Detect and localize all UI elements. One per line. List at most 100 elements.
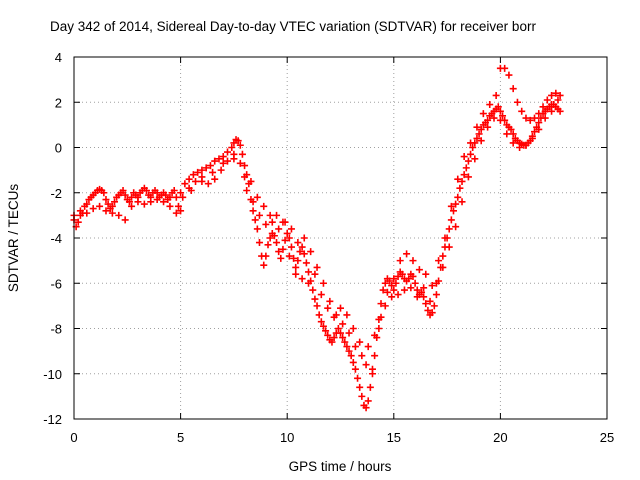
data-point [403,250,411,258]
data-point [147,198,155,206]
data-point [253,193,261,201]
data-point [249,207,257,215]
data-point [469,144,477,151]
x-tick-label: 20 [493,430,507,445]
data-point [170,186,178,194]
data-point [194,168,202,176]
data-point [177,207,185,215]
data-point [543,96,551,104]
data-point [364,343,372,351]
data-point [364,397,372,405]
data-point [337,304,344,312]
data-point [499,112,507,120]
data-point [311,295,319,303]
data-point [501,64,509,72]
data-point [251,216,259,224]
data-point [100,189,108,197]
data-point [277,254,285,262]
data-point [189,171,197,179]
y-tick-labels: 4 2 0 -2 -4 -6 -8 -10 -12 [43,50,62,427]
data-point [398,270,406,278]
data-point [366,383,374,391]
data-point [347,352,355,360]
data-point [330,313,338,321]
data-point [172,193,180,201]
data-point [452,200,460,208]
data-point [528,134,536,142]
data-point [262,252,270,260]
data-point [531,128,539,136]
data-point [330,334,338,342]
data-point [339,320,347,328]
data-point [253,225,261,233]
data-point [354,374,362,382]
data-point [198,173,206,181]
data-point [294,257,302,265]
data-point [209,168,217,176]
data-point [174,202,182,210]
data-point [307,248,315,256]
data-point [418,288,426,296]
data-point [479,110,487,118]
data-point [496,107,504,115]
data-point [516,144,524,151]
data-point [204,180,212,188]
data-point [345,329,353,337]
data-point [121,191,129,199]
data-point [125,198,133,206]
data-point [541,114,549,122]
data-point [420,284,428,292]
data-point [177,189,185,197]
data-point [279,245,287,253]
data-point [394,291,402,299]
data-point [224,157,232,165]
data-point [279,218,287,226]
data-point [319,279,327,287]
data-point [287,243,295,251]
data-point [409,272,417,280]
data-point [198,166,206,174]
data-point [386,277,394,285]
data-point [89,205,97,213]
data-point [422,300,430,308]
data-point [349,358,357,366]
data-point [300,250,308,258]
data-point [424,306,432,314]
data-point [230,155,238,163]
chart-title: Day 342 of 2014, Sidereal Day-to-day VTE… [50,19,536,34]
data-point [415,266,423,274]
data-point [473,123,481,131]
data-point [102,207,110,215]
data-point [339,334,347,342]
data-point [388,293,396,301]
data-point [111,198,119,206]
data-point [492,91,500,99]
data-point [305,268,313,276]
data-point [298,275,306,283]
data-point [83,209,91,217]
data-point [379,286,387,294]
data-point [270,232,278,240]
data-point [292,270,300,278]
data-point [522,114,530,122]
data-point [317,291,325,299]
data-point [309,286,317,294]
data-point [486,101,494,109]
data-point [522,141,530,149]
data-point [484,116,492,124]
y-tick-label: -8 [50,322,62,337]
data-point [166,202,174,210]
data-point [166,193,174,201]
data-point [206,162,214,170]
data-point [238,150,246,158]
data-point [153,189,161,197]
data-point [381,302,389,310]
data-point [108,202,116,210]
data-point [392,279,400,287]
data-point [181,180,189,188]
x-tick-label: 0 [70,430,77,445]
y-tick-label: -10 [43,367,62,382]
data-point [458,198,466,206]
data-point [552,89,560,97]
